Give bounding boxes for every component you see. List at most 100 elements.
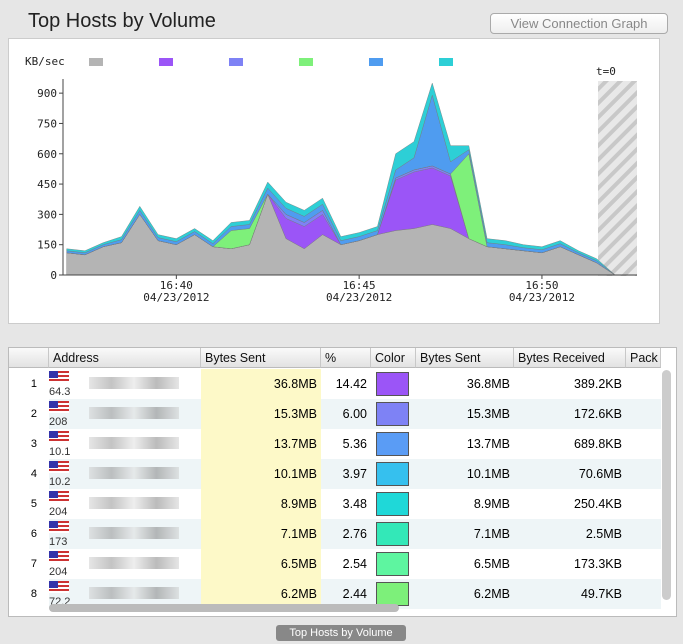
chart-panel: KB/sec t=0 0 150 300 450 600 750 900 16:40 04/23…: [8, 38, 660, 324]
bytes-received: 689.8KB: [574, 437, 622, 451]
footer-tab[interactable]: Top Hosts by Volume: [276, 625, 406, 641]
percent: 3.48: [342, 497, 367, 511]
address-text: 173: [49, 536, 68, 548]
y-tick-label: 750: [37, 117, 57, 130]
x-tick-label: 16:45: [343, 279, 376, 292]
bytes-sent-2: 13.7MB: [466, 437, 510, 451]
chart: KB/sec t=0 015030045060075090016:4004/23…: [25, 55, 637, 304]
y-tick-label: 300: [37, 208, 57, 221]
percent: 2.54: [342, 557, 367, 571]
row-number: 3: [30, 438, 37, 450]
legend-swatch: [229, 58, 243, 66]
flag-icon: [49, 491, 69, 503]
row-number: 4: [30, 468, 37, 480]
address-text: 64.3: [49, 386, 71, 398]
x-tick-label: 16:50: [525, 279, 558, 292]
address-blur: [89, 557, 179, 569]
bytes-received: 70.6MB: [578, 467, 622, 481]
column-header: Bytes Received: [514, 348, 626, 368]
color-swatch: [376, 552, 409, 576]
column-header: Bytes Sent: [416, 348, 514, 368]
x-date-label: 04/23/2012: [143, 291, 209, 304]
bytes-sent: 36.8MB: [201, 369, 321, 399]
address-blur: [89, 467, 179, 479]
flag-icon: [49, 551, 69, 563]
bytes-sent-2: 6.2MB: [473, 587, 510, 601]
address-blur: [89, 497, 179, 509]
y-tick-label: 0: [50, 269, 57, 282]
bytes-received: 173.3KB: [574, 557, 622, 571]
flag-icon: [49, 521, 69, 533]
address-text: 10.1: [49, 446, 71, 458]
annotation: t=0: [596, 65, 616, 78]
bytes-sent-2: 6.5MB: [473, 557, 510, 571]
v-scrollbar: [662, 370, 671, 600]
color-swatch: [376, 492, 409, 516]
color-swatch: [376, 432, 409, 456]
percent: 2.44: [342, 587, 367, 601]
column-header: Address: [49, 348, 201, 368]
flag-icon: [49, 401, 69, 413]
bytes-received: 250.4KB: [574, 497, 622, 511]
bytes-sent: 8.9MB: [201, 489, 321, 519]
legend-swatch: [299, 58, 313, 66]
hosts-table: Address Bytes Sent% Color Bytes Sent Bytes R…: [8, 347, 677, 617]
y-tick-label: 450: [37, 178, 57, 191]
color-swatch: [376, 372, 409, 396]
address-blur: [89, 407, 179, 419]
percent: 14.42: [335, 377, 367, 391]
x-tick-label: 16:40: [160, 279, 193, 292]
bytes-sent-2: 10.1MB: [466, 467, 510, 481]
bytes-sent-2: 8.9MB: [473, 497, 510, 511]
h-scrollbar: [49, 604, 399, 612]
column-header: %: [321, 348, 371, 368]
x-date-label: 04/23/2012: [326, 291, 392, 304]
bytes-received: 172.6KB: [574, 407, 622, 421]
y-tick-label: 150: [37, 239, 57, 252]
color-swatch: [376, 402, 409, 426]
address-text: 204: [49, 566, 68, 578]
bytes-sent: 13.7MB: [201, 429, 321, 459]
flag-icon: [49, 371, 69, 383]
address-text: 10.2: [49, 476, 71, 488]
bytes-sent: 6.5MB: [201, 549, 321, 579]
title: Top Hosts by Volume: [28, 10, 216, 32]
row-number: 7: [30, 558, 37, 570]
bytes-sent-2: 7.1MB: [473, 527, 510, 541]
address-blur: [89, 527, 179, 539]
address-blur: [89, 587, 179, 599]
legend-swatch: [159, 58, 173, 66]
bytes-sent: 15.3MB: [201, 399, 321, 429]
bytes-sent: 7.1MB: [201, 519, 321, 549]
header-cell: [9, 348, 49, 368]
flag-icon: [49, 431, 69, 443]
y-tick-label: 900: [37, 87, 57, 100]
flag-icon: [49, 461, 69, 473]
column-header: Color: [371, 348, 416, 368]
row-number: 5: [30, 498, 37, 510]
x-date-label: 04/23/2012: [509, 291, 575, 304]
column-header: Bytes Sent: [201, 348, 321, 368]
bytes-sent-2: 15.3MB: [466, 407, 510, 421]
address-blur: [89, 437, 179, 449]
color-swatch: [376, 462, 409, 486]
flag-icon: [49, 581, 69, 593]
view-graph-button[interactable]: View Connection Graph: [490, 13, 668, 34]
area-series: [66, 193, 616, 276]
bytes-sent: 10.1MB: [201, 459, 321, 489]
y-axis-label: KB/sec: [25, 55, 65, 68]
area-series: [66, 82, 616, 276]
bytes-received: 49.7KB: [580, 587, 622, 601]
row-number: 6: [30, 528, 37, 540]
address-text: 208: [49, 416, 68, 428]
bytes-received: 2.5MB: [585, 527, 622, 541]
bytes-received: 389.2KB: [574, 377, 622, 391]
address-text: 204: [49, 506, 68, 518]
row-number: 2: [30, 408, 37, 420]
bytes-sent-2: 36.8MB: [466, 377, 510, 391]
future-region: [598, 81, 637, 276]
percent: 3.97: [342, 467, 367, 481]
row-number: 1: [30, 378, 37, 390]
legend-swatch: [369, 58, 383, 66]
